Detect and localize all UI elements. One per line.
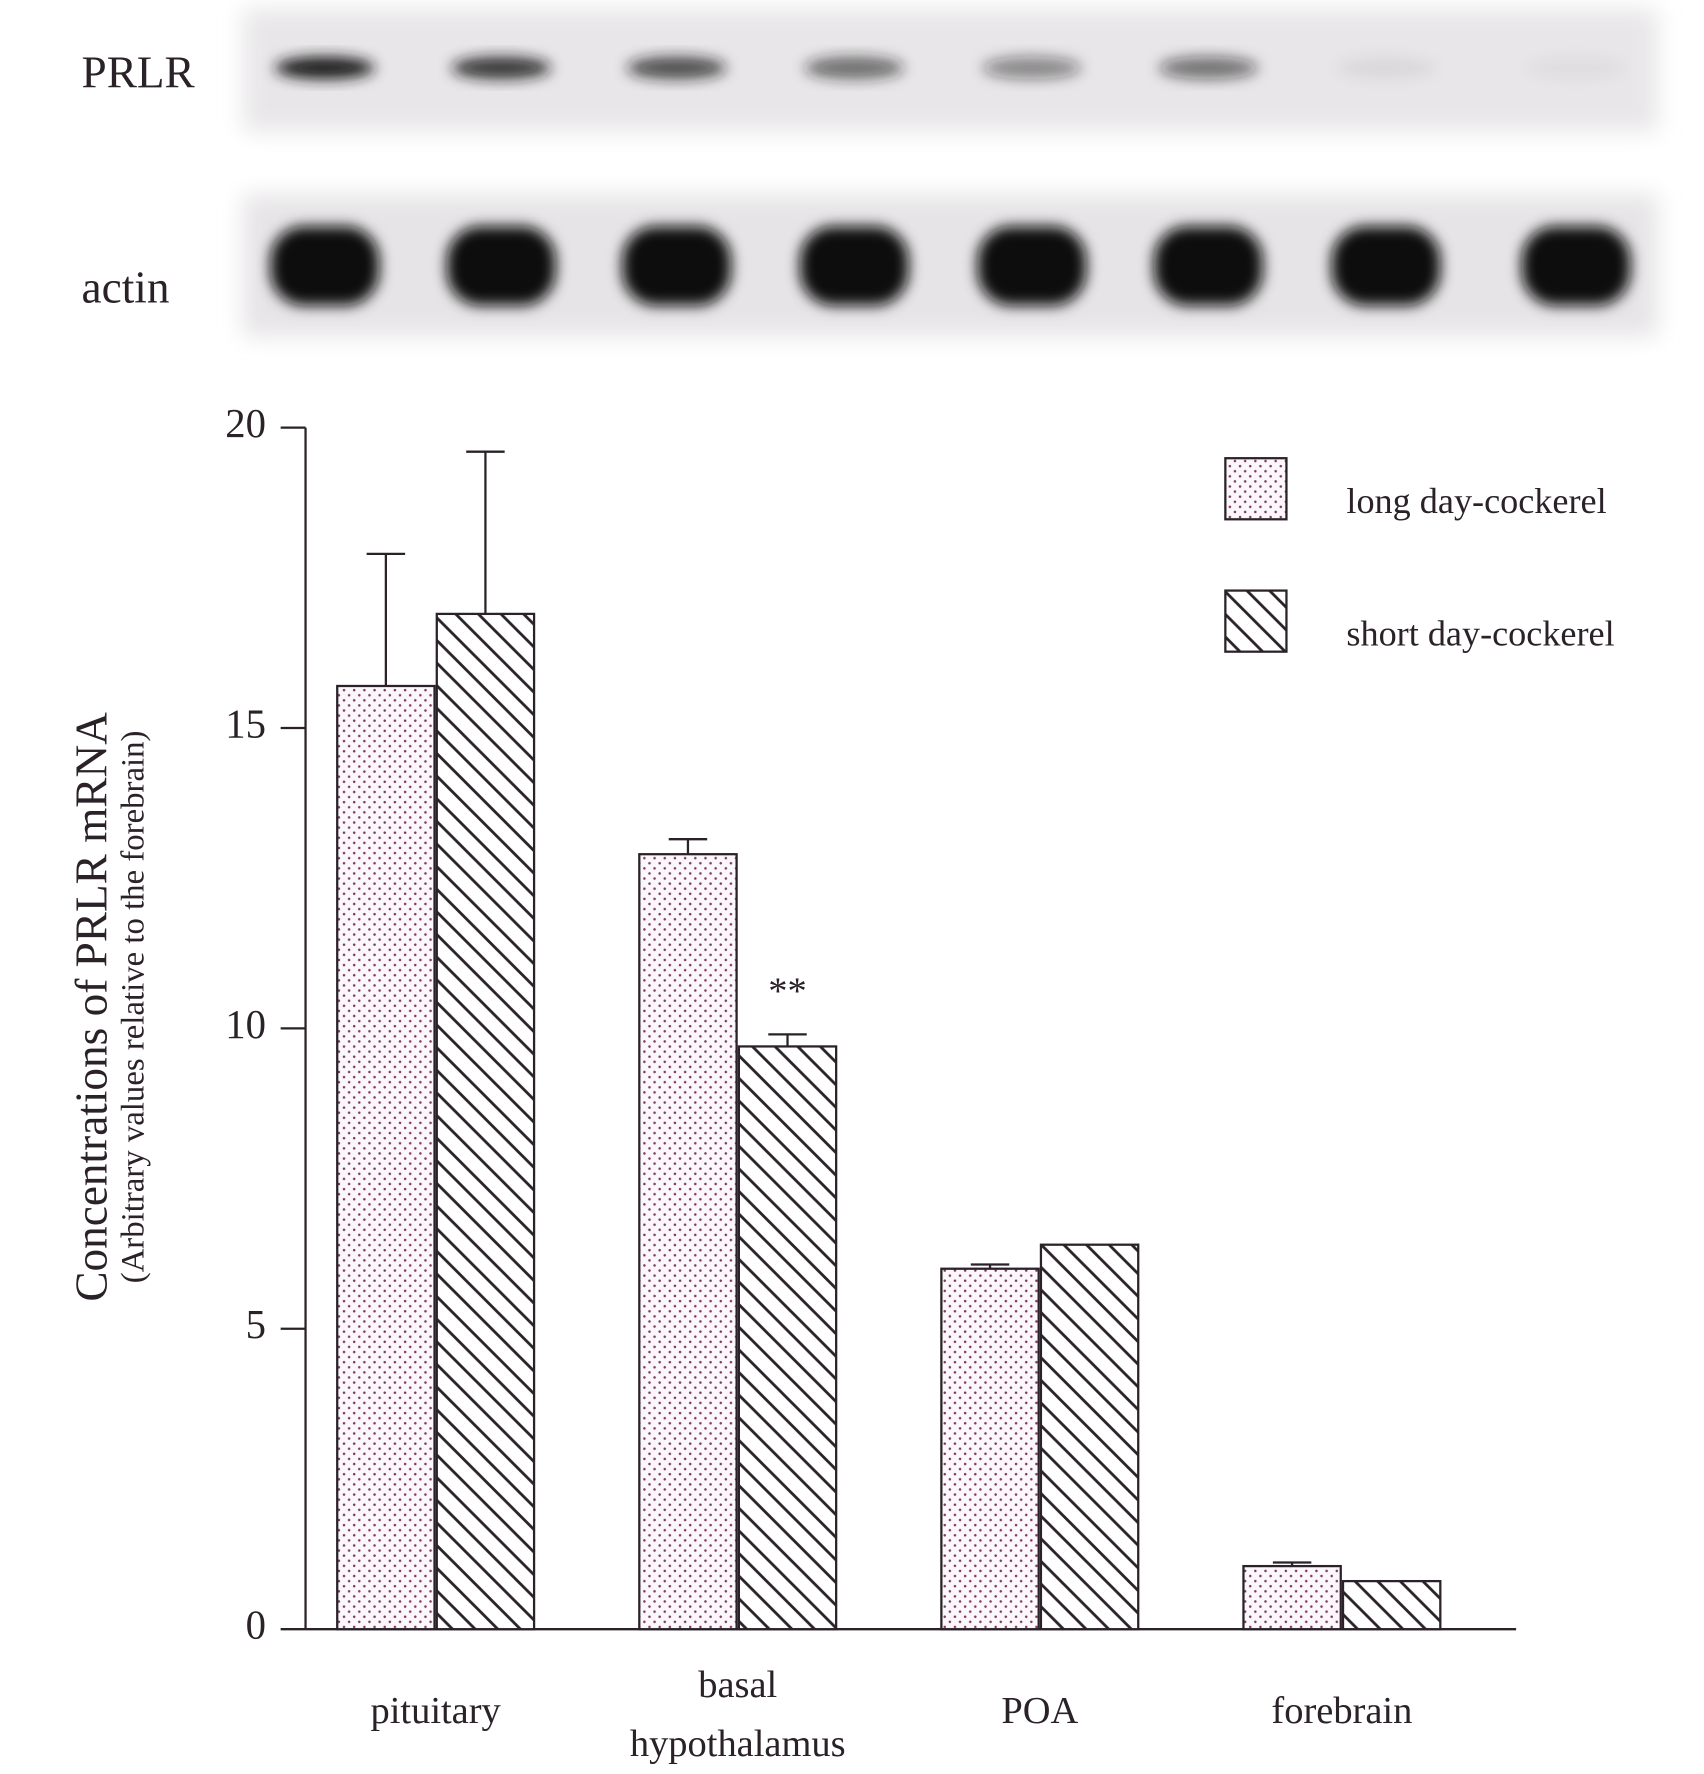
blot-band xyxy=(451,57,551,80)
bar xyxy=(1041,1245,1138,1629)
y-tick-label: 20 xyxy=(225,401,266,446)
legend-label: short day-cockerel xyxy=(1346,613,1614,653)
blot-band xyxy=(800,226,909,305)
legend-swatch xyxy=(1225,591,1286,652)
blot: PRLR actin xyxy=(82,9,1658,336)
blot-band xyxy=(1526,57,1626,80)
blot-band xyxy=(1154,226,1263,305)
blot-band xyxy=(1336,57,1436,80)
error-bar xyxy=(669,839,707,854)
blot-band xyxy=(1522,226,1631,305)
figure: PRLR actin 0 5 10 15 20 Concentrations of PRL… xyxy=(0,0,1704,1774)
blot-band xyxy=(627,57,727,80)
y-tick-label: 5 xyxy=(246,1302,266,1347)
y-tick-label: 0 xyxy=(246,1603,266,1648)
bar xyxy=(941,1269,1038,1629)
x-tick-label: pituitary xyxy=(371,1690,502,1732)
x-tick-label: POA xyxy=(1001,1690,1078,1732)
error-bar xyxy=(367,554,405,686)
y-tick-label: 10 xyxy=(225,1002,266,1047)
blot-band xyxy=(804,57,904,80)
y-axis-title: Concentrations of PRLR mRNA xyxy=(67,712,117,1302)
blot-label: PRLR xyxy=(82,47,196,97)
y-axis-subtitle: (Arbitrary values relative to the forebr… xyxy=(115,731,151,1284)
blot-band xyxy=(275,57,375,80)
blot-band xyxy=(1159,57,1259,80)
error-bar xyxy=(768,1034,806,1046)
blot-band xyxy=(270,226,379,305)
blot-band xyxy=(1332,226,1441,305)
blot-band xyxy=(978,226,1087,305)
bar xyxy=(739,1046,836,1629)
x-tick-label: forebrain xyxy=(1271,1690,1412,1732)
blot-band xyxy=(447,226,556,305)
blot-label: actin xyxy=(82,262,170,312)
bar xyxy=(1243,1566,1340,1629)
bar xyxy=(437,614,534,1629)
bar xyxy=(639,854,736,1629)
legend-swatch xyxy=(1225,458,1286,519)
blot-band xyxy=(982,57,1082,80)
y-tick-label: 15 xyxy=(225,701,266,746)
legend-label: long day-cockerel xyxy=(1346,481,1606,521)
blot-band xyxy=(622,226,731,305)
annotation: ** xyxy=(768,971,806,1013)
error-bar xyxy=(466,452,504,614)
bar xyxy=(1343,1581,1440,1629)
bar xyxy=(337,686,434,1629)
